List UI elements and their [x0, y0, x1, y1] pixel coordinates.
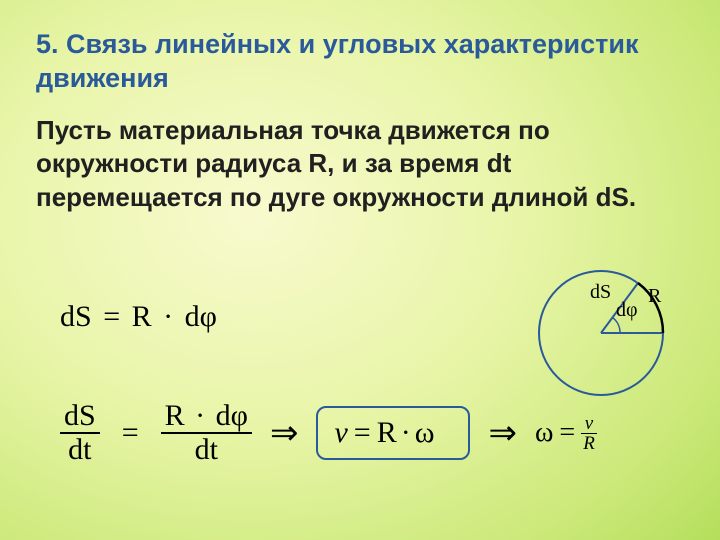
implies-arrow-1: ⇒	[270, 413, 299, 453]
label-dphi: dφ	[616, 299, 638, 321]
omega-frac-num: v	[583, 414, 595, 433]
omega-equation: ω = v R	[535, 414, 597, 453]
eq1-R: R	[132, 300, 152, 333]
eq2-dot: ·	[192, 399, 208, 432]
boxed-v: v	[334, 416, 347, 450]
omega-sym: ω	[535, 417, 553, 449]
frac-Rdphidt-den: dt	[191, 434, 222, 466]
frac-dSdt: dS dt	[60, 400, 100, 466]
frac-Rdphidt-num: R · dφ	[161, 400, 252, 432]
slide-title: 5. Связь линейных и угловых характеристи…	[36, 28, 684, 96]
boxed-dot: ·	[397, 416, 415, 450]
equation-1: dS = R · dφ	[60, 300, 217, 334]
circle-diagram: dS dφ R	[526, 258, 676, 408]
slide: 5. Связь линейных и угловых характеристи…	[0, 0, 720, 540]
equation-row: dS dt = R · dφ dt ⇒ v = R · ω ⇒ ω =	[60, 400, 597, 466]
eq1-lhs: dS	[60, 300, 92, 333]
eq2-dphi: dφ	[216, 399, 248, 432]
omega-eqsign: =	[559, 417, 575, 449]
boxed-R: R	[377, 416, 397, 450]
frac-dSdt-den: dt	[64, 434, 95, 466]
label-R: R	[648, 285, 662, 307]
boxed-omega: ω	[415, 416, 435, 450]
eq1-dphi: dφ	[185, 300, 217, 333]
label-dS: dS	[590, 281, 611, 303]
omega-frac-den: R	[581, 434, 597, 453]
omega-frac: v R	[581, 414, 597, 453]
implies-arrow-2: ⇒	[488, 413, 517, 453]
frac-Rdphidt: R · dφ dt	[161, 400, 252, 466]
frac-dSdt-num: dS	[60, 400, 100, 432]
body-paragraph: Пусть материальная точка движется по окр…	[36, 114, 676, 215]
boxed-equation: v = R · ω	[316, 406, 470, 460]
eq2-R: R	[165, 399, 185, 432]
boxed-eq: =	[348, 416, 377, 450]
eq1-dot: ·	[159, 300, 177, 333]
eq1-equals: =	[99, 300, 124, 333]
eq2-equals: =	[118, 416, 143, 450]
